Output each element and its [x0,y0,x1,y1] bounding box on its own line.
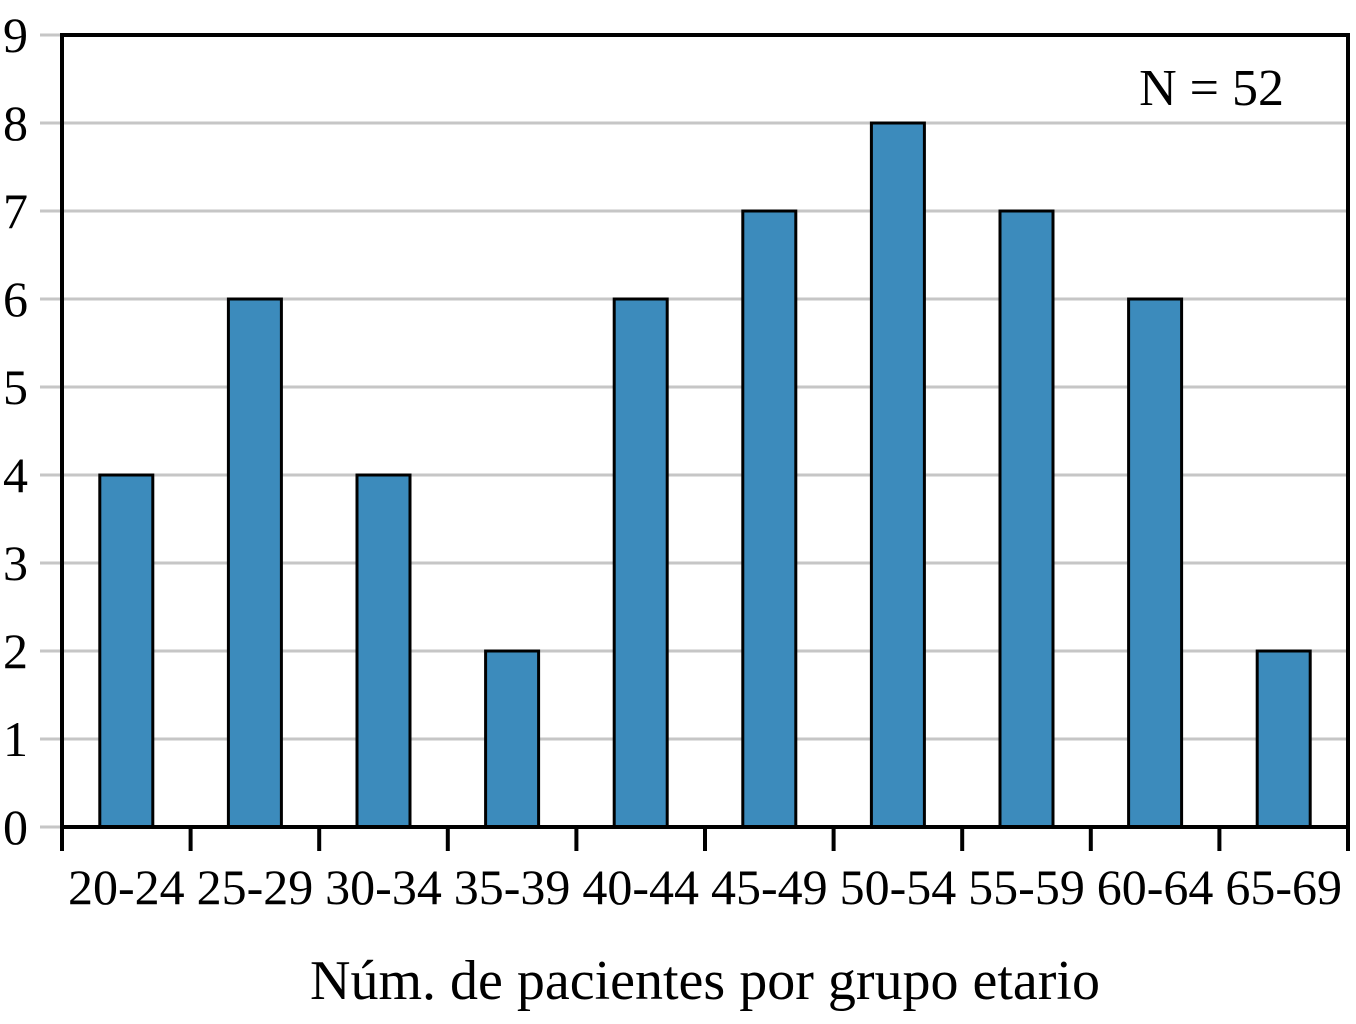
x-tick-label-65-69: 65-69 [1225,859,1342,915]
y-tick-label-3: 3 [3,535,28,591]
y-tick-label-6: 6 [3,271,28,327]
bar-50-54 [869,121,926,829]
x-tick-label-60-64: 60-64 [1097,859,1214,915]
y-tick-label-4: 4 [3,447,28,503]
bar-60-64 [1127,297,1184,829]
x-tick-label-50-54: 50-54 [840,859,957,915]
x-tick-label-35-39: 35-39 [454,859,571,915]
y-tick-label-8: 8 [3,95,28,151]
x-tick-label-20-24: 20-24 [68,859,185,915]
x-tick-label-45-49: 45-49 [711,859,828,915]
bar-65-69 [1255,649,1312,829]
x-tick-label-40-44: 40-44 [582,859,699,915]
bar-55-59 [998,209,1055,829]
y-tick-label-7: 7 [3,183,28,239]
y-tick-label-1: 1 [3,711,28,767]
y-tick-label-0: 0 [3,799,28,855]
bar-30-34 [355,473,412,829]
x-tick-label-25-29: 25-29 [197,859,314,915]
sample-size-annotation: N = 52 [1139,60,1284,117]
bar-45-49 [741,209,798,829]
bar-35-39 [484,649,541,829]
y-tick-label-5: 5 [3,359,28,415]
x-axis-title: Núm. de pacientes por grupo etario [310,950,1100,1012]
bar-40-44 [612,297,669,829]
y-tick-label-2: 2 [3,623,28,679]
y-tick-label-9: 9 [3,7,28,63]
x-tick-label-30-34: 30-34 [325,859,442,915]
bar-25-29 [226,297,283,829]
x-tick-label-55-59: 55-59 [968,859,1085,915]
bar-20-24 [98,473,155,829]
